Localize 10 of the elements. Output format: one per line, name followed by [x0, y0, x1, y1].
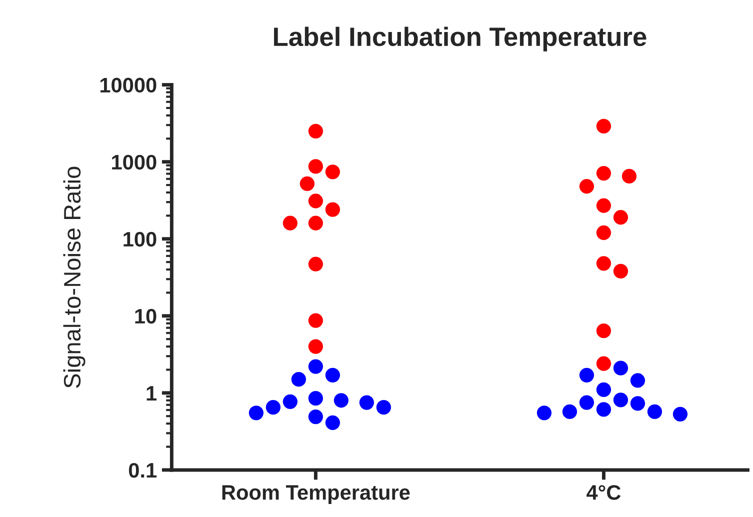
y-tick-label: 10000 [100, 78, 156, 93]
y-tick-label: 100 [124, 232, 156, 247]
y-axis-title: Signal-to-Noise Ratio [63, 166, 86, 388]
chart-title: Label Incubation Temperature [274, 26, 646, 52]
y-tick-label: 1000 [112, 154, 156, 170]
y-tick-label: 0.1 [128, 462, 157, 478]
y-tick-label: 1 [146, 386, 157, 400]
y-tick-label: 10 [135, 308, 156, 324]
x-tick-label: Room Temperature [222, 485, 410, 504]
x-tick-label: 4°C [586, 485, 621, 500]
